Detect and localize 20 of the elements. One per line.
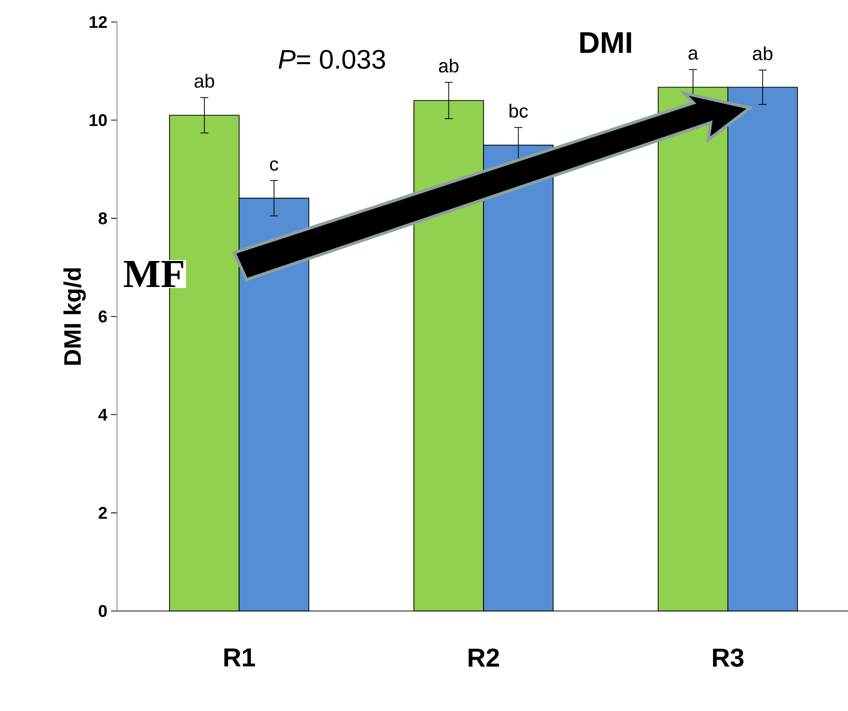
x-tick-label: R3: [713, 648, 744, 667]
x-tick-label: R1: [224, 648, 256, 666]
y-tick-label: 6: [98, 310, 107, 322]
annotation: MF: [124, 260, 184, 288]
y-axis-title: DMI kg/d: [63, 268, 86, 365]
annotation: P= 0.033: [278, 50, 386, 69]
y-tick-label: 2: [98, 506, 107, 519]
chart-title: DMI: [580, 32, 632, 53]
y-tick-label: 10: [90, 114, 107, 126]
x-tick-label: R2: [468, 648, 500, 667]
y-tick-label: 8: [98, 212, 107, 224]
y-tick-label: 4: [98, 408, 108, 420]
annotation: c: [270, 160, 278, 171]
annotation: ab: [752, 46, 772, 60]
annotation: ab: [438, 58, 458, 73]
annotation: bc: [510, 104, 528, 118]
y-tick-label: 0: [98, 604, 107, 617]
annotation: ab: [194, 74, 214, 88]
y-tick-label: 12: [90, 16, 107, 28]
annotation: a: [688, 49, 698, 60]
